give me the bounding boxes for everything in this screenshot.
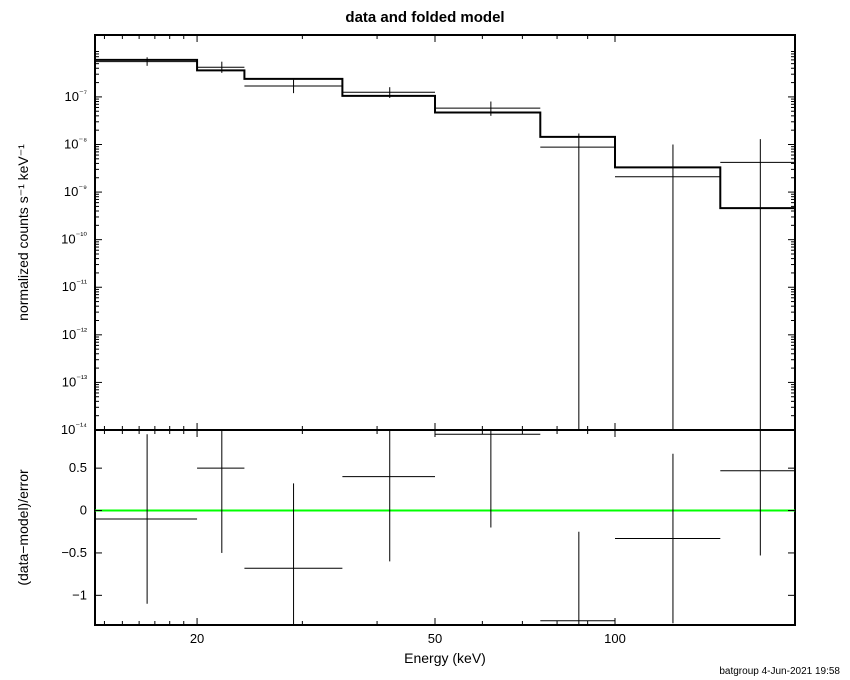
footer-text: batgroup 4-Jun-2021 19:58: [719, 666, 840, 677]
ylabel-bottom: (data−model)/error: [15, 469, 31, 586]
ytick-top: 10⁻⁷: [65, 88, 87, 104]
ytick-top: 10⁻¹³: [62, 373, 87, 389]
chart-svg: data and folded model 10⁻¹⁴ 10⁻¹³ 10⁻¹² 10⁻¹…: [0, 0, 850, 680]
model-step: [95, 60, 795, 208]
xlabel: Energy (keV): [404, 650, 486, 666]
bottom-panel-border: [95, 430, 795, 625]
ytick-bot: 0: [80, 503, 87, 518]
ytick-bot: 0.5: [69, 460, 87, 475]
ytick-top: 10⁻⁹: [64, 183, 87, 199]
ytick-top: 10⁻¹⁴: [61, 421, 87, 437]
xtick: 100: [604, 631, 626, 646]
xtick: 20: [190, 631, 204, 646]
ytick-bot: −1: [72, 587, 87, 602]
ytick-top: 10⁻⁸: [64, 135, 87, 151]
ytick-top: 10⁻¹²: [62, 326, 87, 342]
chart-title: data and folded model: [345, 9, 504, 26]
chart-container: data and folded model 10⁻¹⁴ 10⁻¹³ 10⁻¹² 10⁻¹…: [0, 0, 850, 680]
ytick-top: 10⁻¹¹: [62, 278, 87, 294]
xtick: 50: [428, 631, 442, 646]
top-panel-border: [95, 35, 795, 430]
ytick-top: 10⁻¹⁰: [61, 231, 87, 247]
ytick-bot: −0.5: [61, 545, 87, 560]
ylabel-top: normalized counts s⁻¹ keV⁻¹: [15, 144, 31, 321]
